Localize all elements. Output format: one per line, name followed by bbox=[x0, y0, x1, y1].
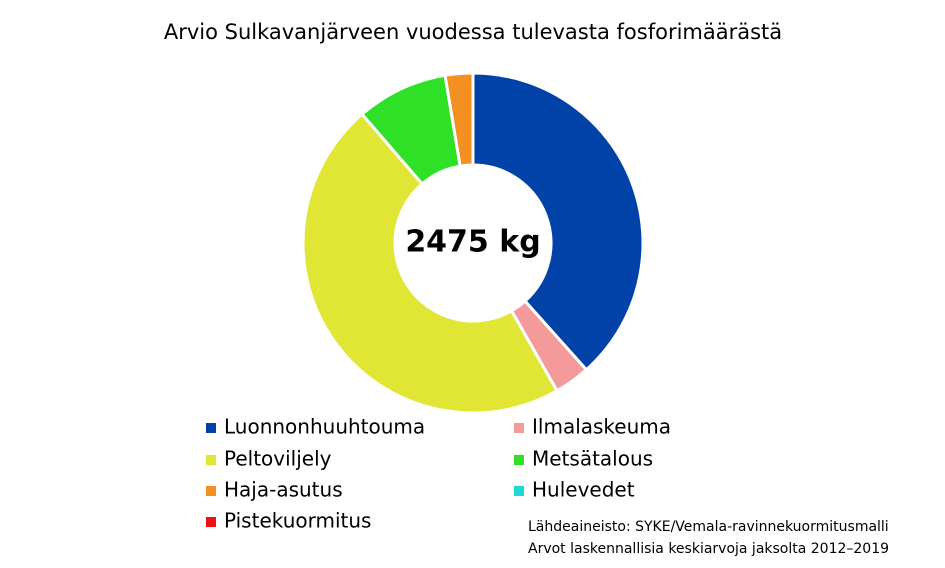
legend-label: Pistekuormitus bbox=[224, 509, 371, 533]
legend-swatch bbox=[514, 455, 524, 465]
source-line: Lähdeaineisto: SYKE/Vemala-ravinnekuormi… bbox=[528, 519, 889, 535]
legend-swatch bbox=[206, 486, 216, 496]
legend-swatch bbox=[206, 517, 216, 527]
legend-swatch bbox=[206, 455, 216, 465]
legend-swatch bbox=[514, 423, 524, 433]
legend-label: Hulevedet bbox=[532, 478, 635, 502]
legend-label: Metsätalous bbox=[532, 447, 653, 471]
center-label: 2475 kg bbox=[405, 225, 540, 260]
source-line: Arvot laskennallisia keskiarvoja jaksolt… bbox=[528, 541, 889, 557]
legend-label: Ilmalaskeuma bbox=[532, 415, 671, 439]
legend-label: Luonnonhuuhtouma bbox=[224, 415, 425, 439]
legend-swatch bbox=[514, 486, 524, 496]
donut-slice bbox=[471, 71, 645, 372]
legend-label: Peltoviljely bbox=[224, 447, 332, 471]
donut-slice bbox=[301, 112, 560, 415]
legend-label: Haja-asutus bbox=[224, 478, 343, 502]
chart-title: Arvio Sulkavanjärveen vuodessa tulevasta… bbox=[164, 20, 782, 44]
legend-swatch bbox=[206, 423, 216, 433]
